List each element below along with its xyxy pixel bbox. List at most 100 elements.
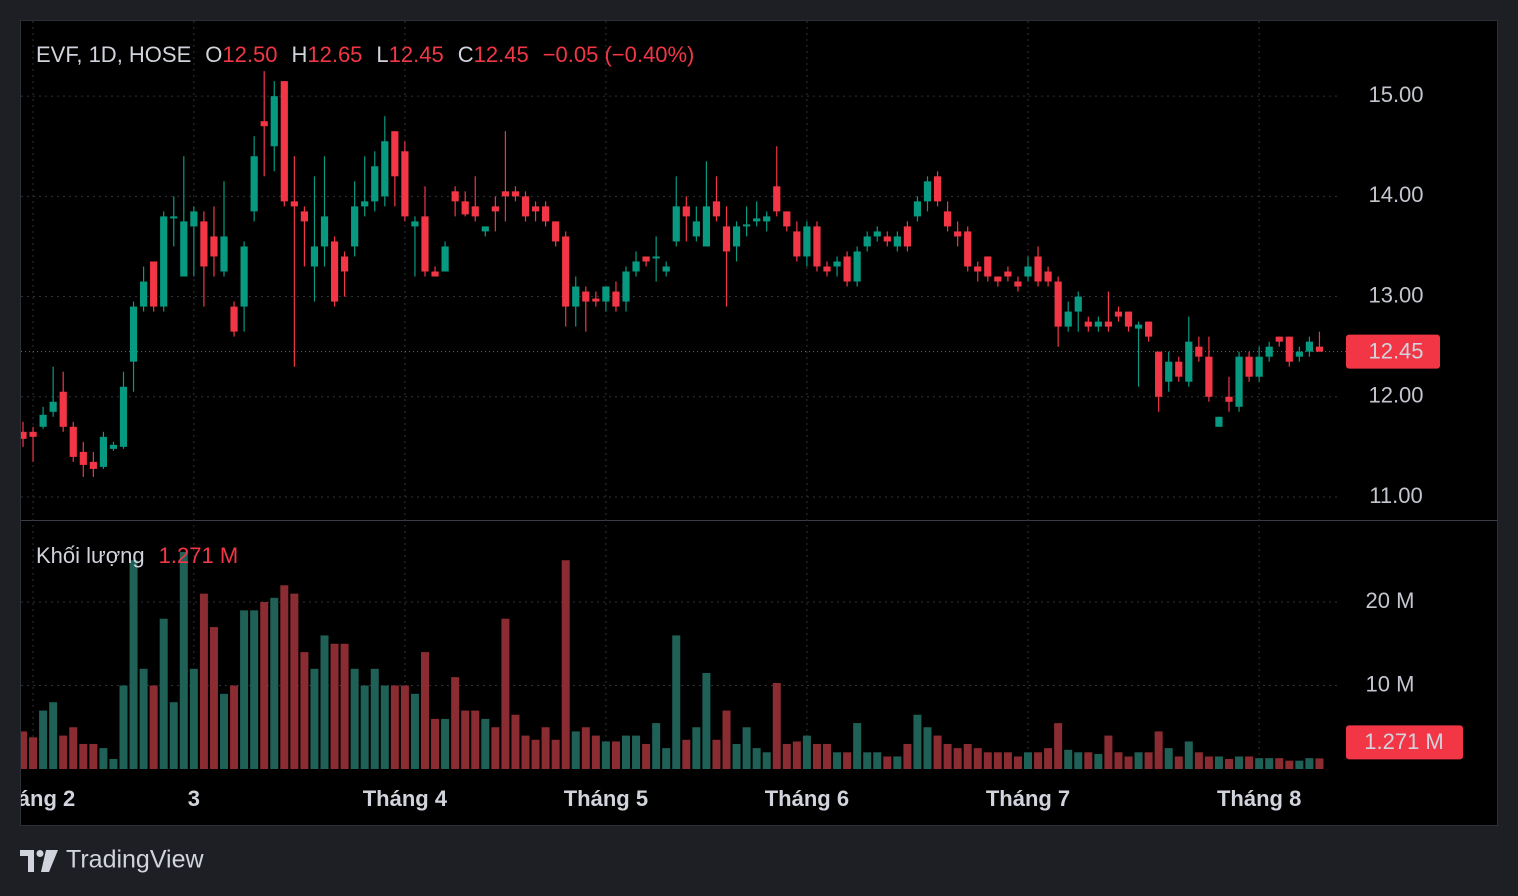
candle-body	[652, 256, 660, 259]
volume-bar	[843, 752, 852, 769]
candle-body	[592, 298, 600, 302]
candle-body	[381, 141, 389, 197]
candle-body	[1235, 356, 1243, 407]
candle-body	[1245, 356, 1253, 377]
candle-body	[481, 226, 489, 232]
volume-bar	[712, 739, 721, 769]
candle-body	[1195, 346, 1203, 357]
candle-body	[702, 206, 710, 247]
volume-bar	[1315, 758, 1324, 769]
candle-body	[974, 266, 982, 272]
volume-bar	[963, 743, 972, 769]
volume-bar	[622, 735, 630, 769]
volume-bar	[521, 735, 530, 769]
volume-bar	[129, 560, 138, 769]
candle-body	[732, 226, 741, 247]
volume-bar	[431, 718, 440, 769]
volume-bar	[99, 748, 108, 769]
candle-body	[150, 261, 158, 307]
candle-body	[612, 291, 620, 307]
candle-body	[1094, 321, 1102, 327]
volume-bar	[220, 693, 228, 769]
volume-bar	[792, 741, 801, 769]
labels: Tháng 2 3 Tháng 4 Tháng 5 Tháng 6 Tháng 7 Thán…	[21, 786, 1301, 811]
last-price-label: 12.45	[1368, 338, 1423, 363]
candle-body	[642, 256, 650, 262]
candle-body	[341, 256, 349, 272]
candle-body	[99, 436, 107, 467]
candle-body	[39, 414, 47, 427]
candle-body	[1155, 351, 1163, 397]
volume-bar	[692, 727, 701, 769]
volume-bar	[983, 752, 992, 769]
volume-bar	[802, 735, 811, 769]
candle-body	[371, 166, 379, 202]
volume-bar	[1054, 723, 1063, 769]
candle-body	[1084, 321, 1092, 327]
candle-body	[1134, 324, 1143, 329]
volume-bar	[611, 741, 620, 769]
volume-bar	[491, 727, 500, 769]
y-tick-label: 13.00	[1368, 282, 1423, 307]
volume-bar	[752, 748, 761, 769]
volume-bar	[1275, 758, 1284, 769]
volume-bar	[672, 635, 681, 769]
candle-body	[883, 236, 891, 242]
volume-bar	[1305, 758, 1314, 769]
candle-body	[310, 246, 319, 267]
candle-body	[1275, 336, 1283, 342]
candle-body	[401, 151, 409, 217]
candle-body	[1124, 311, 1133, 327]
candle-body	[984, 256, 992, 277]
candle-body	[119, 386, 128, 447]
candle-body	[160, 216, 168, 307]
volume-bar	[742, 727, 751, 769]
volume-bar	[109, 758, 118, 769]
candle-body	[79, 451, 87, 465]
volume-bar	[471, 710, 480, 769]
volume-bar	[290, 593, 299, 769]
x-tick-label: Tháng 4	[363, 786, 448, 811]
candle-body	[1054, 281, 1062, 327]
volume-title: Khối lượng	[36, 543, 145, 568]
volume-bar	[923, 727, 932, 769]
volume-bar	[601, 741, 610, 769]
candle-body	[330, 241, 339, 302]
candle-body	[863, 236, 871, 247]
candle-body	[1305, 341, 1313, 352]
volume-bar	[481, 718, 490, 769]
candle-body	[933, 176, 942, 202]
volume-bar	[1285, 760, 1294, 769]
volume-bar	[1064, 749, 1073, 769]
candle-body	[59, 391, 67, 427]
volume-bar	[1104, 735, 1113, 769]
volume-bar	[893, 756, 902, 769]
candle-body	[1185, 341, 1193, 382]
candle-body	[823, 266, 831, 272]
volume-bar	[1174, 756, 1183, 769]
volume-bar	[1134, 752, 1143, 769]
volume-bar	[360, 685, 369, 769]
volume-bar	[772, 682, 781, 769]
candle-body	[521, 196, 530, 217]
x-tick-label: 3	[188, 786, 200, 811]
volume-bar	[1265, 758, 1274, 769]
candle-body	[1104, 321, 1112, 327]
candle-body	[531, 206, 540, 212]
volume-bar	[400, 685, 409, 769]
x-tick-label: Tháng 7	[986, 786, 1070, 811]
volume-bar	[250, 610, 259, 769]
candle-body	[913, 201, 922, 217]
volume-value: 1.271 M	[159, 543, 239, 568]
volume-bar	[1204, 756, 1213, 769]
candle-body	[49, 401, 57, 412]
candle-body	[1034, 256, 1042, 282]
volume-bar	[169, 702, 178, 769]
candle-body	[773, 186, 781, 212]
candle-body	[662, 266, 670, 272]
candle-body	[220, 236, 228, 272]
candle-body	[351, 206, 359, 247]
candle-body	[180, 221, 188, 277]
volume-bar	[782, 743, 791, 769]
